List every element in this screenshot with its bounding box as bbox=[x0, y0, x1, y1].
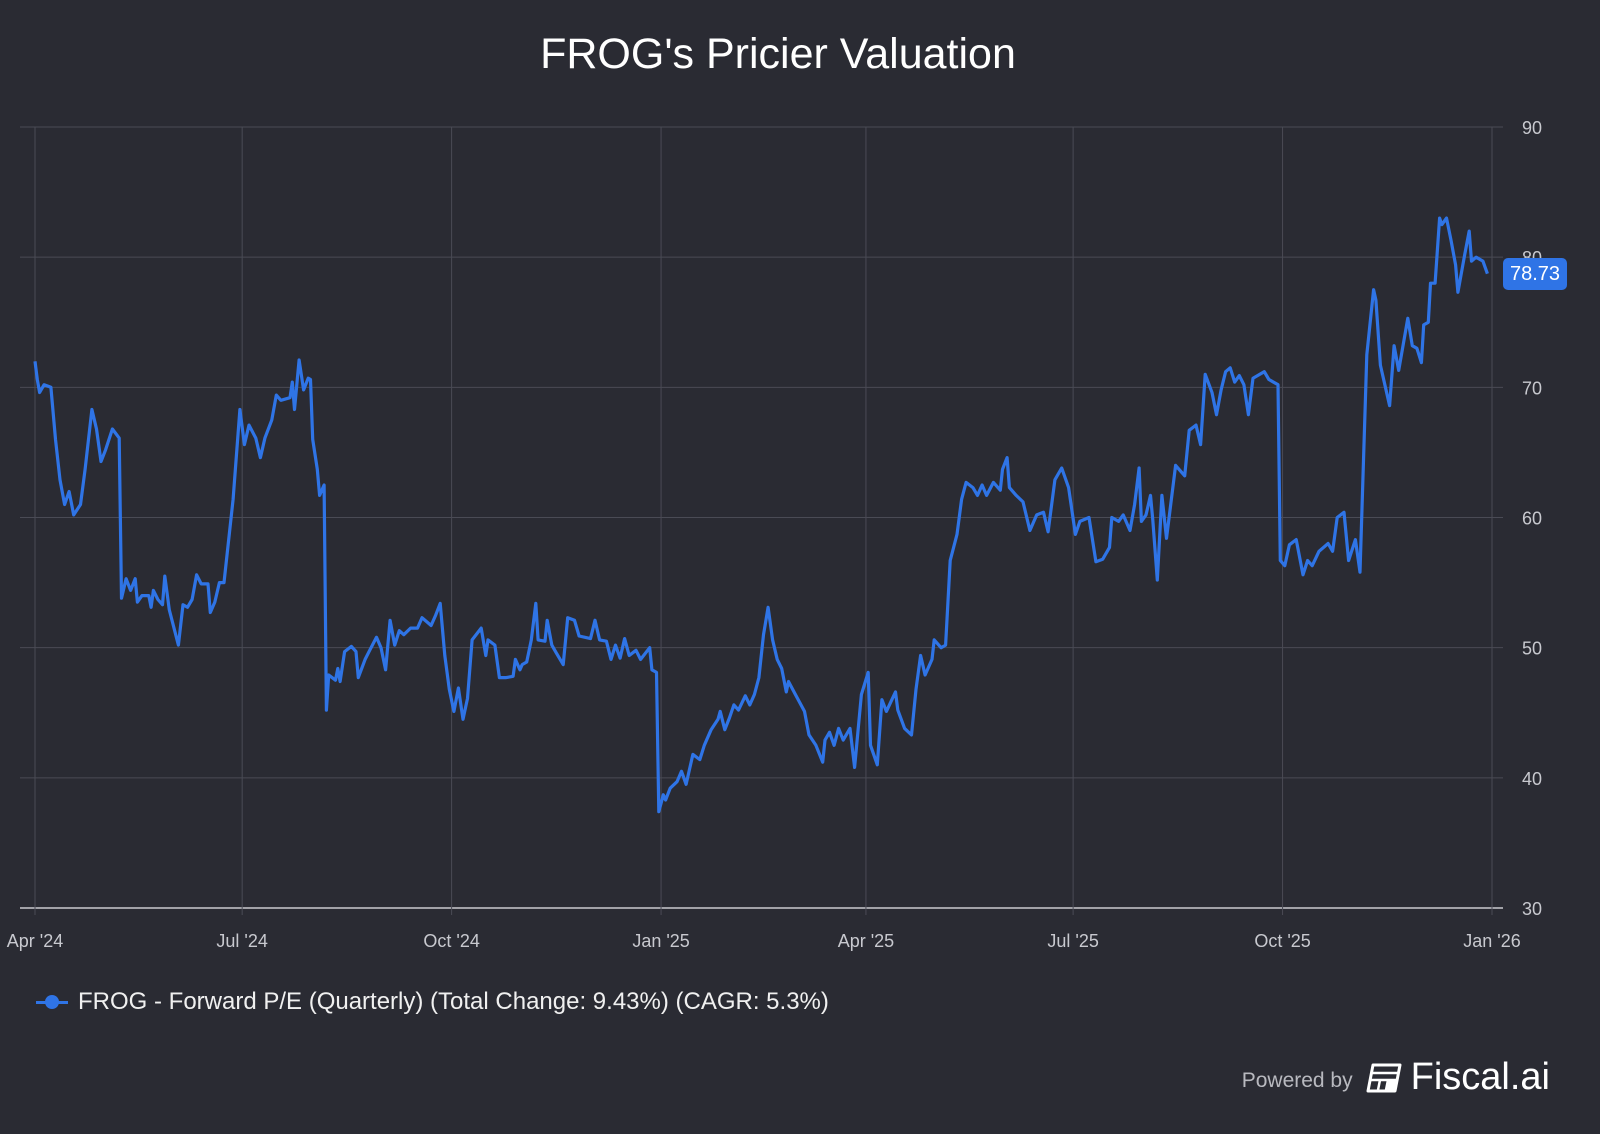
x-axis: Apr '24 Jul '24 Oct '24 Jan '25 Apr '25 Jul '… bbox=[7, 931, 1521, 951]
y-tick-label: 40 bbox=[1522, 769, 1542, 789]
y-tick-label: 50 bbox=[1522, 639, 1542, 659]
x-tick-label: Jan '25 bbox=[632, 931, 689, 951]
y-tick-label: 30 bbox=[1522, 899, 1542, 919]
y-axis: 30405060708090 bbox=[1522, 118, 1542, 919]
y-tick-label: 70 bbox=[1522, 378, 1542, 398]
chart-title: FROG's Pricier Valuation bbox=[540, 30, 1016, 78]
last-value-badge: 78.73 bbox=[1503, 257, 1567, 290]
powered-by: Powered by Fiscal.ai bbox=[1242, 1056, 1550, 1099]
legend-label: FROG - Forward P/E (Quarterly) (Total Ch… bbox=[78, 988, 829, 1015]
x-tick-label: Oct '24 bbox=[423, 931, 479, 951]
y-tick-label: 60 bbox=[1522, 509, 1542, 529]
x-tick-label: Jul '25 bbox=[1047, 931, 1098, 951]
series-line bbox=[33, 216, 1489, 814]
x-tick-label: Jul '24 bbox=[216, 931, 267, 951]
y-tick-label: 90 bbox=[1522, 118, 1542, 138]
legend-item[interactable]: FROG - Forward P/E (Quarterly) (Total Ch… bbox=[36, 988, 829, 1016]
line-chart: Apr '24 Jul '24 Oct '24 Jan '25 Apr '25 Jul '… bbox=[7, 118, 1542, 951]
legend-marker-icon bbox=[36, 992, 68, 1012]
x-tick-label: Apr '24 bbox=[7, 931, 63, 951]
x-tick-label: Oct '25 bbox=[1254, 931, 1310, 951]
powered-by-text: Powered by bbox=[1241, 1068, 1353, 1092]
brand-name: Fiscal.ai bbox=[1410, 1056, 1550, 1098]
x-tick-label: Jan '26 bbox=[1463, 931, 1520, 951]
fiscal-logo-icon bbox=[1366, 1063, 1402, 1092]
x-tick-label: Apr '25 bbox=[838, 931, 894, 951]
